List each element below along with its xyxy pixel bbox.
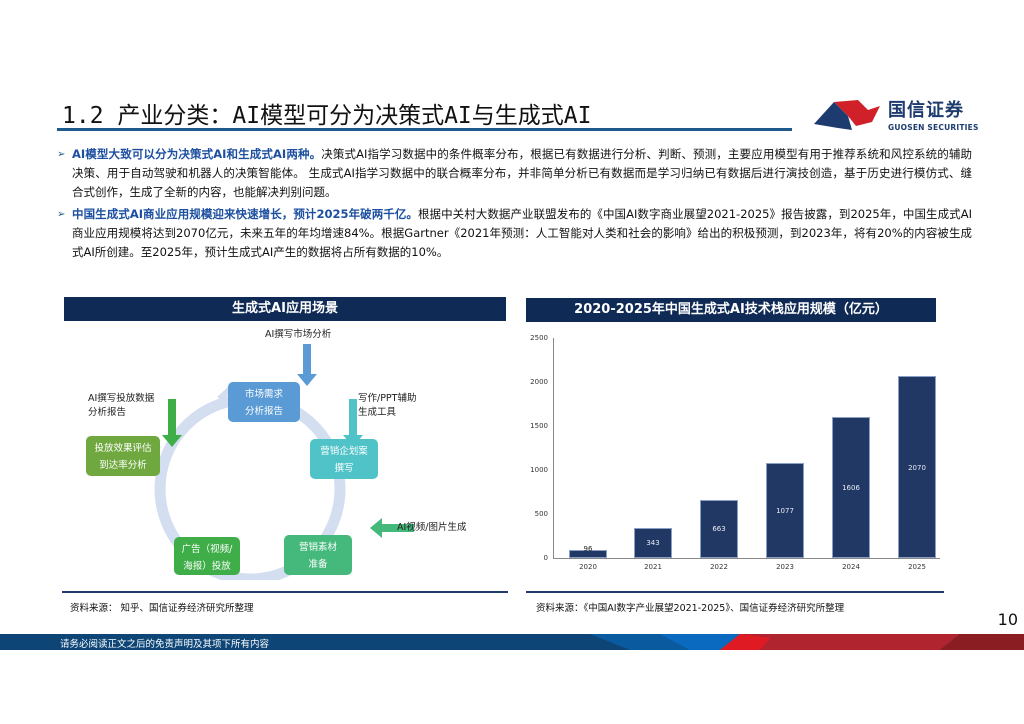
footer-stripes xyxy=(0,634,1024,650)
box-line: 到达率分析 xyxy=(99,460,147,471)
label-writing-ppt-tools: 写作/PPT辅助 生成工具 xyxy=(358,392,416,420)
label-ai-market-analysis: AI撰写市场分析 xyxy=(265,329,332,340)
bar-value: 663 xyxy=(712,525,726,533)
application-cycle-diagram: AI撰写市场分析 AI撰写投放数据 分析报告 写作/PPT辅助 生成工具 AI视… xyxy=(62,322,510,580)
box-line: 投放效果评估 xyxy=(94,443,152,454)
bullet-body: 决策式AI指学习数据中的条件概率分布，根据已有数据进行分析、判断、预测，主要应用… xyxy=(72,147,972,199)
bar-2020 xyxy=(569,550,607,558)
right-panel-rule xyxy=(526,591,944,593)
y-tick: 1000 xyxy=(530,466,548,474)
bar-2024 xyxy=(832,417,870,558)
x-tick: 2020 xyxy=(579,563,597,571)
summary-bullets: ➢ AI模型大致可以分为决策式AI和生成式AI两种。决策式AI指学习数据中的条件… xyxy=(57,145,972,265)
x-tick: 2024 xyxy=(842,563,860,571)
y-tick: 0 xyxy=(543,554,548,562)
y-tick: 2000 xyxy=(530,378,548,386)
guosen-logo-icon xyxy=(814,100,880,130)
logo-brand-en: GUOSEN SECURITIES xyxy=(888,123,979,132)
left-panel-source: 资料来源： 知乎、国信证券经济研究所整理 xyxy=(70,603,254,614)
left-panel-rule xyxy=(62,591,508,593)
bar-2025 xyxy=(898,376,936,558)
bullet-item: ➢ 中国生成式AI商业应用规模迎来快速增长，预计2025年破两千亿。根据中关村大… xyxy=(57,205,972,262)
arrow-bullet-icon: ➢ xyxy=(57,209,66,220)
cycle-box-marketing-plan: 营销企划案 撰写 xyxy=(310,439,378,479)
cycle-box-market-demand: 市场需求 分析报告 xyxy=(228,382,300,422)
box-line: 准备 xyxy=(308,559,328,570)
cycle-box-effect-evaluation: 投放效果评估 到达率分析 xyxy=(86,436,160,476)
page-title: 1.2 产业分类：AI模型可分为决策式AI与生成式AI xyxy=(62,103,592,129)
box-line: 营销素材 xyxy=(298,542,337,553)
box-line: 市场需求 xyxy=(244,389,283,400)
label-ai-video-image: AI视频/图片生成 xyxy=(397,522,467,533)
bullet-item: ➢ AI模型大致可以分为决策式AI和生成式AI两种。决策式AI指学习数据中的条件… xyxy=(57,145,972,202)
y-axis xyxy=(553,338,554,558)
bullet-lead: 中国生成式AI商业应用规模迎来快速增长，预计2025年破两千亿。 xyxy=(72,207,418,221)
x-tick: 2023 xyxy=(776,563,794,571)
x-tick: 2021 xyxy=(644,563,662,571)
bar-2022 xyxy=(700,500,738,558)
right-panel-source: 资料来源：《中国AI数字产业展望2021-2025》、国信证券经济研究所整理 xyxy=(536,603,845,614)
bar-value: 1606 xyxy=(842,484,860,492)
title-underline xyxy=(57,128,792,131)
bar-2023 xyxy=(766,463,804,558)
bar-value: 343 xyxy=(646,539,660,547)
page-number: 10 xyxy=(997,610,1018,629)
bar-value: 96 xyxy=(583,545,593,553)
left-panel-title: 生成式AI应用场景 xyxy=(64,297,506,321)
right-panel-title: 2020-2025年中国生成式AI技术栈应用规模（亿元） xyxy=(526,298,936,322)
bar-chart: 0 500 1000 1500 2000 2500 96 343 663 107… xyxy=(520,328,940,578)
label-line: 分析报告 xyxy=(88,407,127,418)
logo-brand-cn: 国信证券 xyxy=(888,100,964,121)
label-line: AI撰写投放数据 xyxy=(88,393,155,404)
y-tick: 500 xyxy=(534,510,548,518)
y-tick: 1500 xyxy=(530,422,548,430)
y-tick: 2500 xyxy=(530,334,548,342)
cycle-box-ad-delivery: 广告（视频/ 海报）投放 xyxy=(174,537,240,575)
bar-value: 1077 xyxy=(776,507,794,515)
x-tick: 2022 xyxy=(710,563,728,571)
bar-value: 2070 xyxy=(908,464,926,472)
footer-bar xyxy=(0,634,1024,650)
label-ai-delivery-report: AI撰写投放数据 分析报告 xyxy=(88,392,154,420)
bullet-body: 根据中关村大数据产业联盟发布的《中国AI数字商业展望2021-2025》报告披露… xyxy=(72,207,972,259)
box-line: 撰写 xyxy=(334,463,354,474)
bar-2021 xyxy=(634,528,672,558)
box-line: 广告（视频/ xyxy=(181,544,233,555)
cycle-box-marketing-materials: 营销素材 准备 xyxy=(284,535,352,575)
bullet-lead: AI模型大致可以分为决策式AI和生成式AI两种。 xyxy=(72,147,322,161)
box-line: 营销企划案 xyxy=(320,446,368,457)
box-line: 海报）投放 xyxy=(183,561,231,572)
guosen-logo: 国信证券 GUOSEN SECURITIES xyxy=(812,94,992,138)
footer-disclaimer: 请务必阅读正文之后的免责声明及其项下所有内容 xyxy=(60,639,270,650)
x-tick: 2025 xyxy=(908,563,926,571)
box-line: 分析报告 xyxy=(244,406,283,417)
label-line: 生成工具 xyxy=(358,407,397,418)
x-axis xyxy=(553,558,940,559)
arrow-bullet-icon: ➢ xyxy=(57,149,66,160)
label-line: 写作/PPT辅助 xyxy=(358,393,417,404)
